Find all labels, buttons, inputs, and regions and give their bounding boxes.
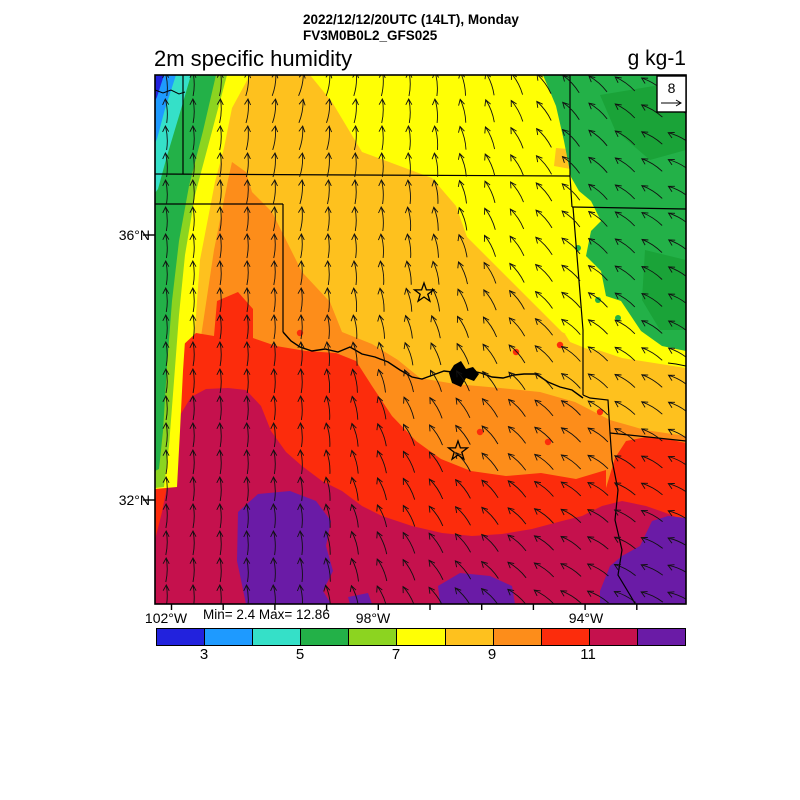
- reference-vector-box: 8: [656, 75, 687, 113]
- lon-label: 102°W: [144, 610, 188, 626]
- river-kansas: [155, 89, 186, 95]
- field-purple: [600, 516, 686, 604]
- colorbar-segment: [301, 629, 350, 645]
- minmax-stats: Min= 2.4 Max= 12.86: [203, 607, 330, 622]
- field-speck: [476, 428, 484, 436]
- lat-label: 32°N: [118, 492, 150, 508]
- colorbar-segment: [157, 629, 206, 645]
- colorbar-segment: [349, 629, 398, 645]
- colorbar-segment: [493, 629, 542, 645]
- field-speck: [544, 438, 552, 446]
- field-purple: [237, 491, 333, 604]
- border-se-ok-jog: [582, 394, 611, 434]
- station-star-okc: [412, 281, 436, 303]
- strip-blue: [155, 75, 164, 101]
- colorbar-segment: [205, 629, 254, 645]
- colorbar-tick-label: 3: [199, 646, 209, 663]
- humidity-field: [155, 75, 686, 604]
- colorbar-tick-label: 11: [580, 646, 596, 663]
- datetime-title: 2022/12/12/20UTC (14LT), Monday: [303, 12, 519, 27]
- station-star-dfw: [446, 439, 470, 461]
- field-speck: [512, 348, 520, 356]
- lat-label: 36°N: [118, 227, 150, 243]
- border-ok-ar: [572, 206, 584, 395]
- wind-vectors: [162, 75, 686, 604]
- colorbar-segment: [589, 629, 638, 645]
- field-speck: [596, 408, 604, 416]
- variable-title: 2m specific humidity: [154, 46, 353, 71]
- border-tx-la: [609, 432, 636, 604]
- colorbar-tick-label: 9: [487, 646, 497, 663]
- river-east-edge: [667, 362, 686, 367]
- field-region: [565, 332, 648, 352]
- reference-vector-arrow-icon: [661, 99, 682, 107]
- lake-texoma: [449, 361, 479, 387]
- colorbar-tick-label: 5: [295, 646, 305, 663]
- colorbar-segment: [541, 629, 590, 645]
- units-label: g kg-1: [627, 47, 686, 70]
- lon-label: 98°W: [355, 610, 391, 626]
- colorbar: [156, 628, 686, 646]
- state-borders: [155, 75, 686, 604]
- field-speck: [595, 297, 601, 303]
- border-37n: [155, 173, 571, 177]
- reference-vector-value: 8: [668, 80, 676, 96]
- colorbar-segment: [637, 629, 686, 645]
- lon-label: 94°W: [568, 610, 604, 626]
- colorbar-segment: [253, 629, 302, 645]
- axis-ticks: [143, 234, 638, 610]
- field-purple: [348, 593, 372, 604]
- model-title: FV3M0B0L2_GFS025: [303, 28, 438, 43]
- field-speck: [615, 315, 621, 321]
- colorbar-segment: [445, 629, 494, 645]
- field-purple: [438, 573, 515, 604]
- border-ar-la: [609, 432, 686, 442]
- field-region: [642, 250, 686, 330]
- colorbar-tick-label: 7: [391, 646, 401, 663]
- border-mo-ar: [571, 206, 686, 210]
- red-river: [282, 331, 584, 399]
- colorbar-segment: [397, 629, 446, 645]
- map-frame: [154, 74, 687, 605]
